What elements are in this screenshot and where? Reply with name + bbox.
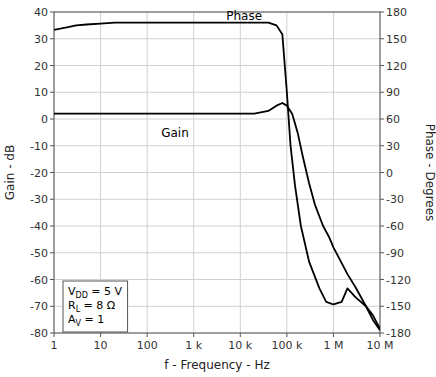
y-tick-label: -50	[30, 247, 48, 260]
x-tick-label: 1 M	[323, 339, 343, 352]
y2-tick-label: -120	[386, 274, 411, 287]
y-tick	[50, 279, 54, 280]
series-group	[54, 23, 380, 331]
grid	[54, 12, 380, 333]
y-tick	[50, 145, 54, 146]
y-tick-label: -70	[30, 300, 48, 313]
y2-tick	[380, 306, 384, 307]
y-tick	[50, 172, 54, 173]
y-tick	[50, 92, 54, 93]
x-tick	[240, 333, 241, 337]
x-tick	[54, 333, 55, 337]
y2-tick-label: -60	[386, 220, 404, 233]
y-tick-label: 10	[34, 86, 48, 99]
y-tick	[50, 252, 54, 253]
y2-tick	[380, 38, 384, 39]
note-rest: = 1	[81, 313, 104, 326]
x-tick-label: 1	[51, 339, 58, 352]
y2-tick-label: -30	[386, 193, 404, 206]
y2-tick-label: 30	[386, 140, 400, 153]
y2-tick-label: 60	[386, 113, 400, 126]
y2-tick-label: -90	[386, 247, 404, 260]
y-tick-label: -40	[30, 220, 48, 233]
grid-line	[54, 279, 380, 280]
y2-tick	[380, 12, 384, 13]
x-tick	[380, 333, 381, 337]
x-tick-label: 100	[137, 339, 158, 352]
grid-line	[54, 119, 380, 120]
grid-line	[54, 172, 380, 173]
grid-line	[54, 145, 380, 146]
y2-tick-label: 150	[386, 33, 407, 46]
x-tick-label: 1 k	[185, 339, 202, 352]
y2-tick	[380, 333, 384, 334]
y-tick-label: -30	[30, 193, 48, 206]
grid-line	[54, 38, 380, 39]
grid-line	[54, 92, 380, 93]
y-tick	[50, 306, 54, 307]
axes: 1101001 k10 k100 k1 M10 M-80-70-60-50-40…	[30, 6, 411, 352]
grid-line	[54, 226, 380, 227]
y2-tick	[380, 279, 384, 280]
x-tick-label: 10 k	[228, 339, 252, 352]
note-box: VDD = 5 VRL = 8 ΩAV = 1	[63, 281, 128, 332]
x-tick-label: 10 M	[367, 339, 394, 352]
x-tick	[193, 333, 194, 337]
note-box-text: VDD = 5 VRL = 8 ΩAV = 1	[68, 285, 123, 328]
x-tick	[147, 333, 148, 337]
grid-line	[54, 199, 380, 200]
annotation: Gain	[161, 126, 189, 140]
y-tick-label: 20	[34, 60, 48, 73]
y2-tick-label: -180	[386, 327, 411, 340]
x-axis-label: f - Frequency - Hz	[164, 358, 269, 372]
x-tick-label: 100 k	[271, 339, 302, 352]
y2-tick	[380, 199, 384, 200]
y-tick-label: -60	[30, 274, 48, 287]
y2-tick	[380, 145, 384, 146]
y-tick	[50, 12, 54, 13]
y-tick-label: -10	[30, 140, 48, 153]
y-tick-label: -20	[30, 167, 48, 180]
y-tick-label: 0	[41, 113, 48, 126]
y2-tick	[380, 252, 384, 253]
y2-tick-label: 90	[386, 86, 400, 99]
note-rest: = 5 V	[88, 285, 123, 298]
y2-tick-label: 120	[386, 60, 407, 73]
grid-line	[54, 252, 380, 253]
y2-tick	[380, 226, 384, 227]
annotation: Phase	[226, 9, 262, 23]
y-tick-label: 30	[34, 33, 48, 46]
plot-area	[54, 12, 380, 333]
y-tick	[50, 38, 54, 39]
plot-frame	[54, 12, 380, 333]
chart: 1101001 k10 k100 k1 M10 M-80-70-60-50-40…	[0, 0, 436, 377]
x-tick	[333, 333, 334, 337]
y-tick	[50, 199, 54, 200]
y-axis-label: Gain - dB	[3, 145, 17, 200]
y2-axis-label: Phase - Degrees	[423, 124, 436, 222]
y-tick	[50, 65, 54, 66]
x-tick-label: 10	[94, 339, 108, 352]
grid-line	[54, 65, 380, 66]
y2-tick-label: 0	[386, 167, 393, 180]
y2-tick	[380, 65, 384, 66]
y2-tick	[380, 172, 384, 173]
y-tick	[50, 333, 54, 334]
y-tick	[50, 119, 54, 120]
y2-tick-label: 180	[386, 6, 407, 19]
y-tick-label: 40	[34, 6, 48, 19]
note-rest: = 8 Ω	[80, 299, 115, 312]
y2-tick	[380, 92, 384, 93]
y-tick-label: -80	[30, 327, 48, 340]
series-line	[54, 103, 380, 330]
y2-tick-label: -150	[386, 300, 411, 313]
x-tick	[100, 333, 101, 337]
y2-tick	[380, 119, 384, 120]
x-tick	[286, 333, 287, 337]
y-tick	[50, 226, 54, 227]
note-box-frame	[63, 281, 128, 332]
